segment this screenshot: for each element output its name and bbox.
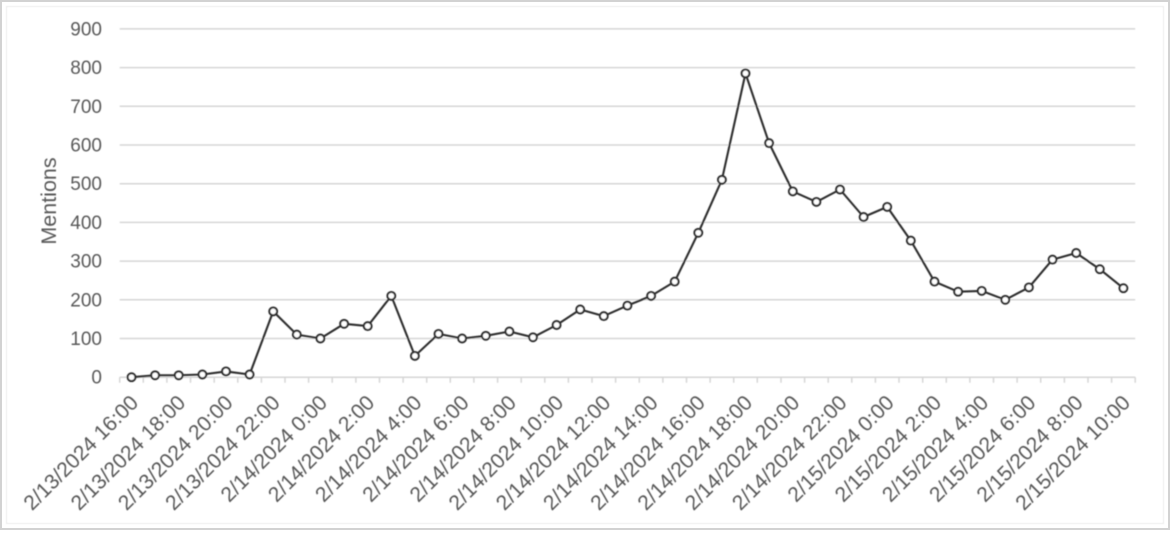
svg-text:Mentions: Mentions	[37, 157, 61, 244]
svg-text:700: 700	[70, 97, 102, 118]
svg-text:900: 900	[70, 19, 102, 40]
svg-text:600: 600	[70, 136, 102, 157]
svg-text:0: 0	[91, 368, 102, 389]
svg-text:400: 400	[70, 213, 102, 234]
svg-text:500: 500	[70, 174, 102, 195]
svg-text:100: 100	[70, 329, 102, 350]
svg-text:800: 800	[70, 58, 102, 79]
svg-text:200: 200	[70, 290, 102, 311]
svg-text:300: 300	[70, 252, 102, 273]
